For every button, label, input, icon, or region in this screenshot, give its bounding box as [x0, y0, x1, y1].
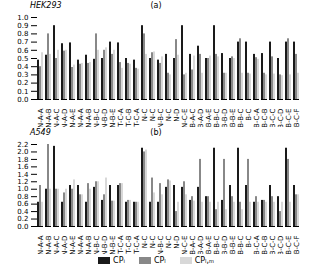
svg-text:N-A-B: N-A-B — [85, 108, 93, 127]
svg-text:T-C-B: T-C-B — [125, 235, 133, 254]
svg-text:B-B-D: B-B-D — [221, 109, 229, 128]
html-text:(a): (a) — [150, 1, 162, 10]
svg-text:B-B-E: B-B-E — [229, 236, 237, 255]
svg-text:0.0: 0.0 — [17, 96, 28, 104]
svg-text:N-B-C: N-B-C — [157, 108, 165, 127]
html-text:CPᵢ: CPᵢ — [113, 255, 125, 265]
svg-text:B-B-C: B-B-C — [237, 108, 245, 127]
html-text:(b): (b) — [150, 128, 162, 137]
svg-text:T-C-B: T-C-B — [125, 108, 133, 127]
svg-text:N-A-C: N-A-C — [53, 108, 61, 127]
svg-text:B-A-E: B-A-E — [205, 109, 213, 128]
svg-text:0.1: 0.1 — [17, 88, 28, 96]
svg-text:0.0: 0.0 — [17, 223, 28, 231]
svg-text:B-A-E: B-A-E — [205, 236, 213, 255]
svg-text:1.8: 1.8 — [17, 156, 28, 164]
svg-text:B-C: B-C — [245, 108, 253, 120]
svg-text:B-A-D: B-A-D — [197, 109, 205, 128]
svg-text:N-A-E: N-A-E — [69, 109, 77, 128]
svg-text:N-A-D: N-A-D — [61, 109, 69, 128]
svg-text:N-D: N-D — [173, 236, 181, 249]
svg-text:B-B-D: B-B-D — [221, 236, 229, 255]
svg-text:0.4: 0.4 — [17, 208, 29, 216]
svg-text:N-C: N-C — [149, 235, 157, 248]
svg-text:B-B-C: B-B-C — [213, 235, 221, 254]
svg-text:B-C-D: B-C-D — [277, 109, 285, 128]
html-text:CPₗ,ₘ: CPₗ,ₘ — [194, 255, 214, 265]
svg-text:N-A-B: N-A-B — [85, 235, 93, 254]
svg-text:B-B-E: B-B-E — [229, 109, 237, 128]
svg-text:N-A-A: N-A-A — [77, 108, 85, 127]
html-text:CPₗ: CPₗ — [153, 255, 166, 265]
svg-text:N-D: N-D — [173, 109, 181, 122]
svg-text:1.2: 1.2 — [17, 178, 28, 186]
svg-text:N-C: N-C — [165, 235, 173, 248]
svg-text:B-C-D: B-C-D — [277, 236, 285, 255]
svg-text:N-A-A: N-A-A — [77, 235, 85, 254]
svg-text:1.0: 1.0 — [17, 185, 28, 193]
svg-text:1.4: 1.4 — [17, 171, 29, 179]
svg-text:B-C-A: B-C-A — [253, 108, 261, 127]
svg-text:2.0: 2.0 — [17, 148, 28, 156]
svg-text:B-A-C: B-A-C — [189, 108, 197, 127]
svg-text:N-C-E: N-C-E — [181, 109, 189, 128]
svg-text:B-C-F: B-C-F — [293, 236, 301, 255]
svg-text:B-A-D: B-A-D — [197, 236, 205, 255]
svg-text:0.8: 0.8 — [17, 30, 28, 38]
html-text:A549: A549 — [30, 128, 51, 137]
svg-text:B-C-C: B-C-C — [269, 235, 277, 254]
svg-text:T-C-A: T-C-A — [133, 235, 141, 254]
svg-text:N-A-E: N-A-E — [69, 236, 77, 255]
svg-text:0.6: 0.6 — [17, 200, 29, 208]
svg-text:B-B-C: B-B-C — [213, 108, 221, 127]
svg-text:B-C-B: B-C-B — [261, 108, 269, 127]
svg-text:T-C-A: T-C-A — [117, 108, 125, 127]
svg-text:N-A-A: N-A-A — [37, 108, 45, 127]
svg-text:N-C: N-C — [141, 235, 149, 248]
svg-text:0.6: 0.6 — [17, 47, 29, 55]
svg-text:2.2: 2.2 — [17, 141, 28, 149]
svg-text:N-B-E: N-B-E — [109, 109, 117, 128]
svg-text:T-C-A: T-C-A — [117, 235, 125, 254]
svg-text:N-A-D: N-A-D — [61, 236, 69, 255]
svg-text:0.9: 0.9 — [17, 22, 28, 30]
svg-text:B-C-E: B-C-E — [285, 109, 293, 128]
svg-text:B-B-C: B-B-C — [237, 235, 245, 254]
svg-text:N-C: N-C — [141, 108, 149, 121]
svg-text:0.2: 0.2 — [17, 79, 28, 87]
svg-text:N-A-C: N-A-C — [53, 235, 61, 254]
svg-text:N-B-E: N-B-E — [109, 236, 117, 255]
svg-text:N-B-C: N-B-C — [93, 108, 101, 127]
svg-text:N-A-A: N-A-A — [37, 235, 45, 254]
svg-text:0.2: 0.2 — [17, 215, 28, 223]
html-text:HEK293: HEK293 — [30, 1, 62, 10]
svg-text:0.4: 0.4 — [17, 63, 29, 71]
svg-text:B-C-A: B-C-A — [253, 235, 261, 254]
svg-text:B-A-C: B-A-C — [189, 235, 197, 254]
svg-text:0.7: 0.7 — [17, 38, 28, 46]
svg-text:N-C-E: N-C-E — [181, 236, 189, 255]
svg-text:0.8: 0.8 — [17, 193, 28, 201]
svg-text:N-B-C: N-B-C — [157, 235, 165, 254]
svg-text:B-C-F: B-C-F — [293, 109, 301, 128]
svg-text:B-C-E: B-C-E — [285, 236, 293, 255]
svg-text:N-A-B: N-A-B — [45, 235, 53, 254]
svg-text:0.3: 0.3 — [17, 71, 28, 79]
svg-text:N-B-D: N-B-D — [101, 109, 109, 128]
svg-text:0.5: 0.5 — [17, 55, 28, 63]
svg-text:T-C-A: T-C-A — [133, 108, 141, 127]
svg-text:N-B-D: N-B-D — [101, 236, 109, 255]
svg-text:N-B-C: N-B-C — [93, 235, 101, 254]
svg-text:1.6: 1.6 — [17, 163, 29, 171]
svg-text:N-C: N-C — [165, 108, 173, 121]
svg-text:B-C-C: B-C-C — [269, 108, 277, 127]
svg-text:B-C-B: B-C-B — [261, 235, 269, 254]
svg-text:N-A-B: N-A-B — [45, 108, 53, 127]
svg-text:B-C: B-C — [245, 235, 253, 247]
svg-text:1.0: 1.0 — [17, 14, 28, 22]
svg-text:N-C: N-C — [149, 108, 157, 121]
